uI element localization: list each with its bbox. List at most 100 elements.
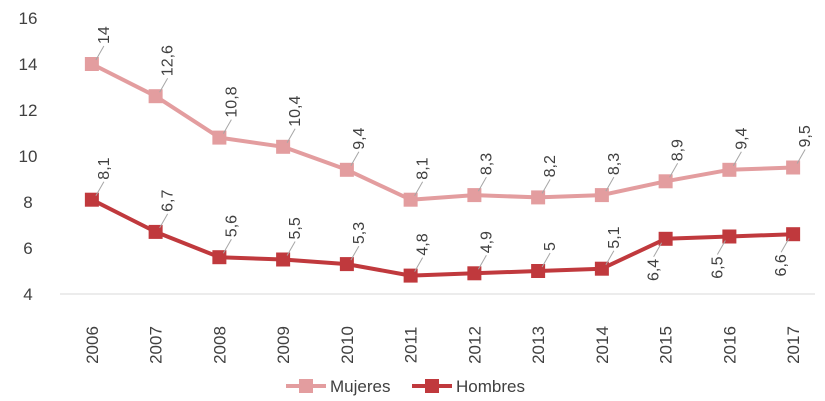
leader-line — [716, 240, 726, 255]
legend-marker — [299, 379, 313, 393]
x-tick-label: 2017 — [784, 326, 803, 364]
y-tick-label: 8 — [23, 193, 32, 212]
series-mujeres: 14 12,6 10,8 10,4 9,4 8,1 8,3 8,2 8,3 8,9 9,4 9,5 — [84, 26, 814, 207]
x-tick-label: 2011 — [402, 327, 421, 364]
data-point — [531, 264, 546, 278]
data-label: 8,2 — [542, 155, 559, 177]
leader-line — [414, 181, 424, 196]
leader-line — [95, 181, 105, 196]
data-point — [403, 192, 418, 207]
leader-line — [653, 242, 663, 258]
data-label: 5,1 — [606, 226, 623, 248]
data-label: 8,3 — [606, 153, 623, 175]
data-label: 5 — [542, 242, 559, 251]
data-point — [276, 252, 291, 267]
data-label: 4,9 — [478, 231, 495, 253]
y-tick-label: 16 — [19, 9, 38, 28]
y-axis: 4 6 8 10 12 14 16 — [19, 9, 38, 304]
data-point — [84, 192, 99, 207]
data-point — [84, 57, 99, 71]
x-tick-label: 2009 — [274, 326, 293, 364]
x-axis: 2006 2007 2008 2009 2010 2011 2012 2013 2014 2015… — [83, 326, 803, 364]
legend-label: Mujeres — [330, 377, 390, 396]
x-tick-label: 2015 — [657, 326, 676, 364]
data-point — [148, 89, 163, 104]
leader-line — [477, 255, 487, 270]
series-layer: 14 12,6 10,8 10,4 9,4 8,1 8,3 8,2 8,3 8,9 9,4 9,5 8,… — [84, 26, 814, 283]
data-label: 8,3 — [478, 153, 495, 175]
leader-line — [222, 238, 232, 254]
leader-line — [350, 245, 360, 261]
x-tick-label: 2012 — [465, 326, 484, 364]
data-label: 9,4 — [733, 127, 750, 149]
data-label: 8,1 — [415, 157, 432, 179]
y-tick-label: 4 — [23, 285, 32, 304]
data-label: 6,6 — [773, 254, 790, 276]
y-tick-label: 12 — [19, 101, 38, 120]
x-tick-label: 2006 — [83, 326, 102, 364]
data-label: 5,6 — [223, 215, 240, 237]
leader-line — [286, 128, 296, 144]
data-point — [594, 261, 609, 276]
data-label: 4,8 — [415, 233, 432, 255]
legend-marker — [425, 379, 439, 393]
leader-line — [414, 257, 424, 272]
data-point — [339, 162, 354, 177]
data-point — [531, 190, 546, 205]
data-label: 5,3 — [351, 222, 368, 244]
data-point — [786, 160, 801, 175]
series-line — [90, 197, 794, 278]
data-label: 10,4 — [287, 96, 304, 127]
data-label: 6,4 — [646, 259, 663, 281]
series-hombres: 8,1 6,7 5,6 5,5 5,3 4,8 4,9 5 5,1 6,4 6,5 6,6 — [84, 157, 801, 283]
leader-line — [796, 149, 806, 164]
leader-line — [732, 151, 742, 167]
y-tick-label: 14 — [19, 55, 38, 74]
leader-line — [95, 45, 105, 61]
data-point — [594, 188, 609, 203]
data-point — [722, 229, 737, 244]
data-label: 12,6 — [160, 45, 177, 76]
legend-item-hombres: Hombres — [412, 377, 525, 396]
data-point — [467, 188, 482, 203]
leader-line — [541, 252, 551, 268]
x-tick-label: 2010 — [338, 326, 357, 364]
leader-line — [222, 119, 232, 134]
data-label: 6,5 — [709, 256, 726, 278]
data-point — [722, 162, 737, 177]
x-tick-label: 2016 — [720, 326, 739, 364]
legend-item-mujeres: Mujeres — [286, 377, 390, 396]
legend-label: Hombres — [456, 377, 525, 396]
data-point — [212, 250, 227, 265]
data-point — [403, 268, 418, 283]
x-tick-label: 2013 — [529, 326, 548, 364]
data-label: 9,4 — [351, 127, 368, 149]
data-point — [276, 139, 291, 154]
data-point — [212, 130, 227, 145]
data-label: 10,8 — [223, 86, 240, 117]
data-point — [148, 224, 163, 239]
data-label: 5,5 — [287, 217, 304, 239]
data-point — [658, 231, 673, 246]
data-point — [658, 174, 673, 189]
leader-line — [286, 241, 296, 256]
data-label: 9,5 — [797, 125, 814, 147]
data-label: 6,7 — [160, 190, 177, 212]
legend: Mujeres Hombres — [286, 377, 525, 396]
leader-line — [159, 213, 169, 229]
data-point — [467, 266, 482, 281]
leader-line — [159, 77, 169, 93]
data-label: 14 — [96, 26, 113, 44]
leader-line — [605, 250, 615, 265]
data-point — [786, 227, 801, 242]
data-label: 8,1 — [96, 157, 113, 179]
series-line — [90, 62, 794, 202]
x-tick-label: 2008 — [210, 326, 229, 364]
leader-line — [669, 163, 679, 178]
x-tick-label: 2014 — [593, 326, 612, 364]
leader-line — [350, 151, 360, 167]
leader-line — [780, 237, 790, 253]
y-tick-label: 10 — [19, 147, 38, 166]
y-tick-label: 6 — [23, 239, 32, 258]
